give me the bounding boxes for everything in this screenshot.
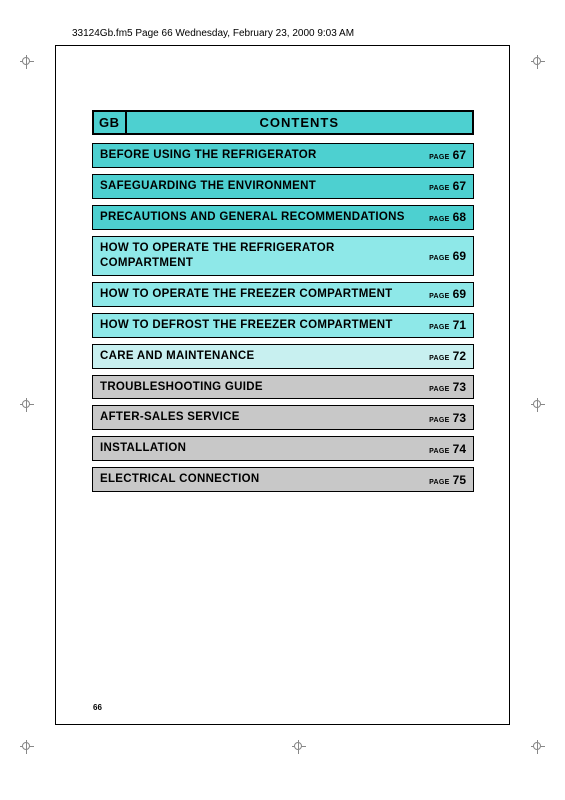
- toc-item-page: PAGE69: [421, 249, 466, 263]
- toc-item-title: HOW TO DEFROST THE FREEZER COMPARTMENT: [100, 318, 393, 333]
- toc-item-title: TROUBLESHOOTING GUIDE: [100, 380, 263, 395]
- crop-mark-icon: [20, 55, 34, 69]
- crop-mark-icon: [20, 398, 34, 412]
- toc-item: INSTALLATION PAGE74: [92, 436, 474, 461]
- toc-item-title: HOW TO OPERATE THE REFRIGERATOR COMPARTM…: [100, 241, 421, 271]
- page-number: 69: [453, 249, 466, 263]
- toc-item-page: PAGE69: [421, 287, 466, 301]
- crop-mark-icon: [531, 740, 545, 754]
- toc-item: SAFEGUARDING THE ENVIRONMENT PAGE67: [92, 174, 474, 199]
- toc-item: TROUBLESHOOTING GUIDE PAGE73: [92, 375, 474, 400]
- toc-item-title: CARE AND MAINTENANCE: [100, 349, 254, 364]
- page-number: 69: [453, 287, 466, 301]
- toc-item-page: PAGE72: [421, 349, 466, 363]
- contents-area: GB CONTENTS BEFORE USING THE REFRIGERATO…: [92, 110, 474, 498]
- toc-item: PRECAUTIONS AND GENERAL RECOMMENDATIONS P…: [92, 205, 474, 230]
- page-label: PAGE: [429, 293, 450, 300]
- page-label: PAGE: [429, 216, 450, 223]
- crop-mark-icon: [20, 740, 34, 754]
- toc-item-title: BEFORE USING THE REFRIGERATOR: [100, 148, 317, 163]
- region-code: GB: [92, 110, 127, 135]
- page-number: 73: [453, 380, 466, 394]
- toc-item-title: SAFEGUARDING THE ENVIRONMENT: [100, 179, 316, 194]
- page-label: PAGE: [429, 324, 450, 331]
- toc-item-page: PAGE67: [421, 148, 466, 162]
- contents-heading: CONTENTS: [127, 110, 475, 135]
- toc-item: BEFORE USING THE REFRIGERATOR PAGE67: [92, 143, 474, 168]
- page-number: 67: [453, 148, 466, 162]
- crop-mark-icon: [292, 740, 306, 754]
- page-number: 67: [453, 179, 466, 193]
- page-number: 73: [453, 411, 466, 425]
- page-number: 74: [453, 442, 466, 456]
- toc-item-title: AFTER-SALES SERVICE: [100, 410, 240, 425]
- toc-list: BEFORE USING THE REFRIGERATORPAGE67SAFEG…: [92, 143, 474, 492]
- crop-mark-icon: [531, 55, 545, 69]
- toc-item: CARE AND MAINTENANCE PAGE72: [92, 344, 474, 369]
- page-number: 71: [453, 318, 466, 332]
- page-number: 75: [453, 473, 466, 487]
- toc-item-page: PAGE68: [421, 210, 466, 224]
- toc-item: ELECTRICAL CONNECTION PAGE75: [92, 467, 474, 492]
- page-label: PAGE: [429, 448, 450, 455]
- page-label: PAGE: [429, 185, 450, 192]
- toc-item-page: PAGE67: [421, 179, 466, 193]
- page-label: PAGE: [429, 386, 450, 393]
- document-header: 33124Gb.fm5 Page 66 Wednesday, February …: [72, 28, 354, 39]
- toc-item-page: PAGE71: [421, 318, 466, 332]
- page-label: PAGE: [429, 355, 450, 362]
- page-label: PAGE: [429, 154, 450, 161]
- page-label: PAGE: [429, 417, 450, 424]
- page-label: PAGE: [429, 255, 450, 262]
- toc-item: HOW TO DEFROST THE FREEZER COMPARTMENT PA…: [92, 313, 474, 338]
- page-label: PAGE: [429, 479, 450, 486]
- toc-item: HOW TO OPERATE THE REFRIGERATOR COMPARTM…: [92, 236, 474, 276]
- toc-item-page: PAGE73: [421, 411, 466, 425]
- crop-mark-icon: [531, 398, 545, 412]
- title-row: GB CONTENTS: [92, 110, 474, 135]
- toc-item-page: PAGE73: [421, 380, 466, 394]
- toc-item: HOW TO OPERATE THE FREEZER COMPARTMENT PA…: [92, 282, 474, 307]
- toc-item-title: INSTALLATION: [100, 441, 186, 456]
- page-number: 68: [453, 210, 466, 224]
- toc-item-title: HOW TO OPERATE THE FREEZER COMPARTMENT: [100, 287, 393, 302]
- footer-page-number: 66: [93, 703, 102, 712]
- page-number: 72: [453, 349, 466, 363]
- toc-item-title: PRECAUTIONS AND GENERAL RECOMMENDATIONS: [100, 210, 405, 225]
- toc-item-title: ELECTRICAL CONNECTION: [100, 472, 259, 487]
- toc-item-page: PAGE75: [421, 473, 466, 487]
- toc-item-page: PAGE74: [421, 442, 466, 456]
- toc-item: AFTER-SALES SERVICE PAGE73: [92, 405, 474, 430]
